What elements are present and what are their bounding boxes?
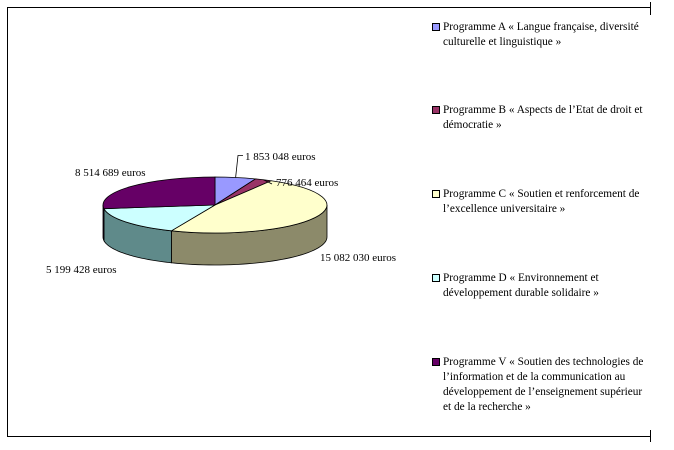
legend-swatch-programme-a [432,23,440,31]
data-label-programme-d: 5 199 428 euros [46,264,117,276]
data-label-programme-v: 8 514 689 euros [75,167,146,179]
leader-line-programme-b [263,179,273,185]
legend-label-programme-c: Programme C « Soutien et renforcement de… [443,188,640,215]
legend-item-programme-b: Programme B « Aspects de l’Etat de droit… [432,103,644,133]
legend-label-programme-a: Programme A « Langue française, diversit… [443,21,639,48]
legend-item-programme-a: Programme A « Langue française, diversit… [432,20,644,50]
legend-swatch-programme-v [432,358,440,366]
frame-tick-top [650,2,651,15]
pie-slice-4 [102,176,216,210]
legend-swatch-programme-d [432,274,440,282]
chart-frame [7,7,651,437]
pie-slice-3 [103,204,216,232]
pie-side-4 [102,205,105,243]
legend-item-programme-d: Programme D « Environnement et développe… [432,271,644,301]
leader-line-programme-a [235,155,243,178]
data-label-programme-a: 1 853 048 euros [245,151,316,163]
legend-item-programme-v: Programme V « Soutien des technologies d… [432,355,644,415]
legend-label-programme-b: Programme B « Aspects de l’Etat de droit… [443,104,643,131]
legend-swatch-programme-b [432,106,440,114]
pie-slice-2 [170,180,328,234]
legend-item-programme-c: Programme C « Soutien et renforcement de… [432,187,644,217]
legend-label-programme-d: Programme D « Environnement et développe… [443,272,599,299]
data-label-programme-c: 15 082 030 euros [320,252,397,264]
data-label-programme-b: 776 464 euros [276,177,339,189]
legend-swatch-programme-c [432,190,440,198]
frame-tick-bottom [650,430,651,442]
legend-label-programme-v: Programme V « Soutien des technologies d… [443,356,644,413]
